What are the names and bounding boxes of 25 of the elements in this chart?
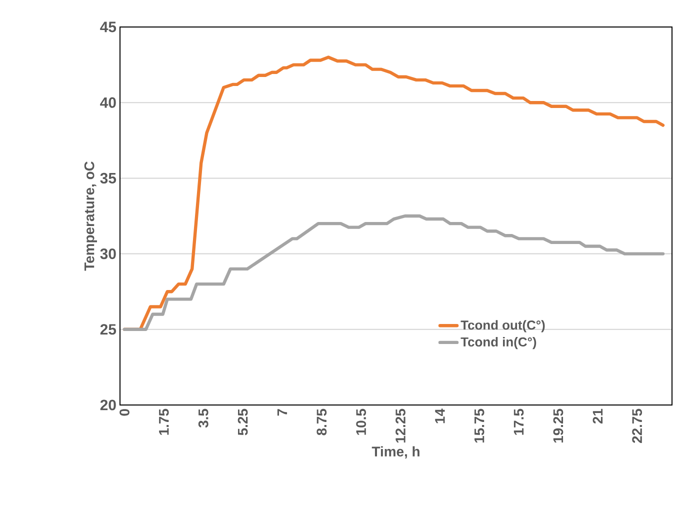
x-tick-label: 19.25 [553, 408, 564, 443]
x-axis-title: Time, h [372, 446, 420, 459]
legend-label: Tcond in(C°) [460, 337, 536, 350]
x-tick-label: 10.5 [356, 408, 366, 435]
y-tick-label: 20 [100, 400, 116, 410]
line-series [122, 214, 665, 331]
x-tick-label: 1.75 [159, 408, 169, 435]
y-axis-title: Temperature, oC [84, 161, 97, 271]
y-tick-label: 30 [100, 248, 116, 260]
x-tick-label: 17.5 [514, 408, 524, 435]
x-tick-label: 14 [435, 408, 445, 424]
y-tick-label: 45 [100, 22, 116, 32]
x-tick-label: 3.5 [198, 408, 208, 428]
y-tick-label: 40 [100, 97, 116, 108]
y-tick-label: 25 [100, 324, 116, 335]
x-tick-label: 7 [277, 409, 288, 416]
x-tick-label: 15.75 [474, 408, 484, 443]
x-tick-label: 0 [120, 409, 130, 416]
legend-label: Tcond out(C°) [460, 320, 545, 332]
y-tick-label: 35 [100, 172, 116, 184]
x-tick-label: 8.75 [316, 408, 327, 436]
x-tick-label: 22.75 [632, 408, 642, 443]
x-tick-label: 21 [592, 408, 603, 424]
x-tick-label: 5.25 [238, 408, 248, 436]
x-tick-label: 12.25 [396, 408, 406, 443]
